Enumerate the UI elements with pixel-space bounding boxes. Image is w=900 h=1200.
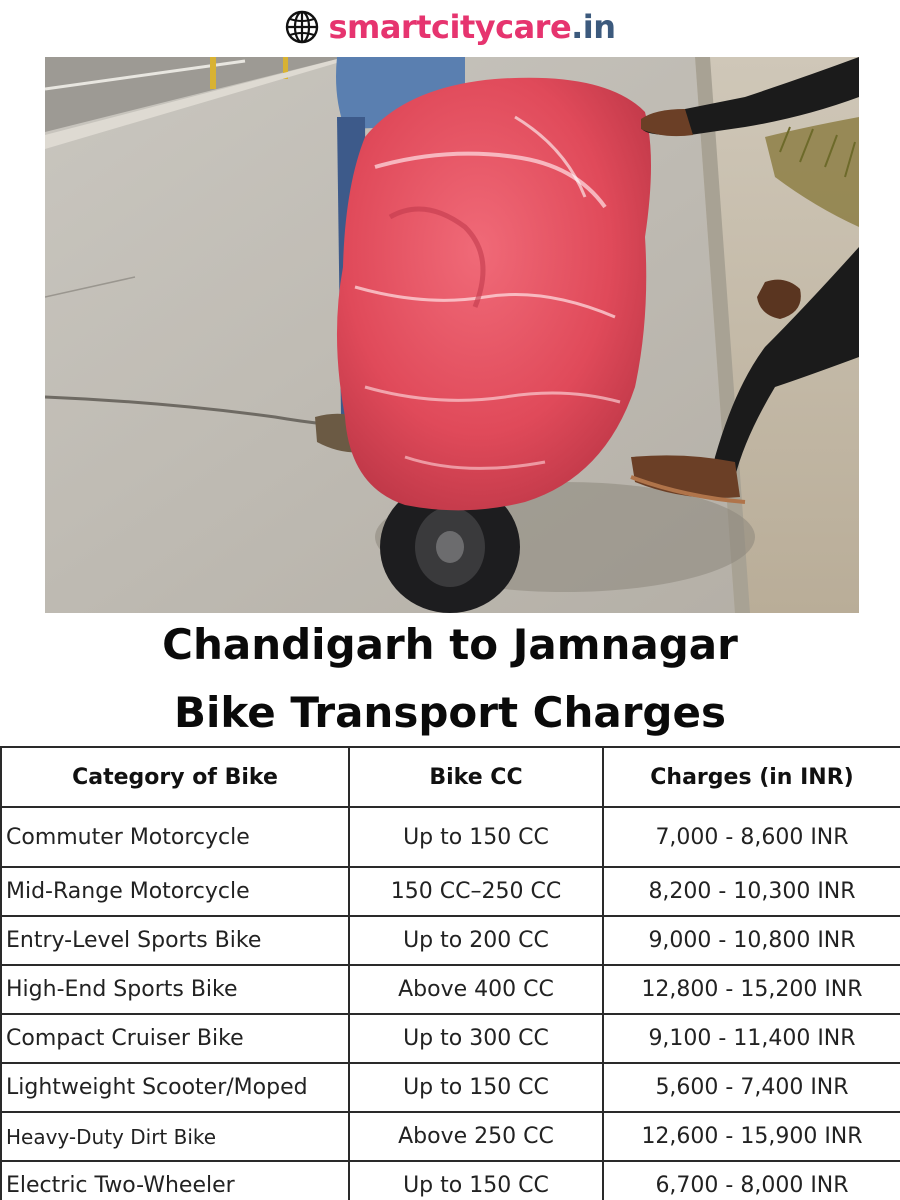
table-row: Heavy-Duty Dirt Bike Above 250 CC 12,600… <box>0 1111 900 1162</box>
table-header-row: Category of Bike Bike CC Charges (in INR… <box>0 746 900 808</box>
row-charges: 6,700 - 8,000 INR <box>602 1160 900 1200</box>
brand-name: smartcitycare <box>328 8 572 46</box>
site-brand[interactable]: smartcitycare.in <box>0 6 900 48</box>
brand-tld: .in <box>571 8 616 46</box>
row-cc: Up to 150 CC <box>348 806 604 868</box>
title-line-subject: Bike Transport Charges <box>174 688 726 737</box>
row-charges: 5,600 - 7,400 INR <box>602 1062 900 1113</box>
row-charges: 12,600 - 15,900 INR <box>602 1111 900 1162</box>
row-cc: Up to 150 CC <box>348 1062 604 1113</box>
table-row: Mid-Range Motorcycle 150 CC–250 CC 8,200… <box>0 866 900 917</box>
scooter-wrapped-photo <box>45 57 859 613</box>
table-row: Lightweight Scooter/Moped Up to 150 CC 5… <box>0 1062 900 1113</box>
column-header-category: Category of Bike <box>0 746 350 808</box>
title-line-route: Chandigarh to Jamnagar <box>162 620 738 669</box>
row-cc: Up to 300 CC <box>348 1013 604 1064</box>
globe-icon <box>286 10 319 44</box>
table-row: Entry-Level Sports Bike Up to 200 CC 9,0… <box>0 915 900 966</box>
table-row: High-End Sports Bike Above 400 CC 12,800… <box>0 964 900 1015</box>
brand-wordmark: smartcitycare.in <box>328 8 616 46</box>
charges-table: Category of Bike Bike CC Charges (in INR… <box>0 746 900 1200</box>
table-row: Compact Cruiser Bike Up to 300 CC 9,100 … <box>0 1013 900 1064</box>
row-cc: Up to 150 CC <box>348 1160 604 1200</box>
row-cc: Above 250 CC <box>348 1111 604 1162</box>
row-charges: 7,000 - 8,600 INR <box>602 806 900 868</box>
row-category: Entry-Level Sports Bike <box>0 915 350 966</box>
row-category: Compact Cruiser Bike <box>0 1013 350 1064</box>
column-header-cc: Bike CC <box>348 746 604 808</box>
row-category: Heavy-Duty Dirt Bike <box>0 1111 350 1162</box>
row-category: Electric Two-Wheeler <box>0 1160 350 1200</box>
page-title: Chandigarh to Jamnagar Bike Transport Ch… <box>0 622 900 736</box>
row-cc: Up to 200 CC <box>348 915 604 966</box>
row-charges: 12,800 - 15,200 INR <box>602 964 900 1015</box>
row-category: Commuter Motorcycle <box>0 806 350 868</box>
row-charges: 8,200 - 10,300 INR <box>602 866 900 917</box>
row-charges: 9,000 - 10,800 INR <box>602 915 900 966</box>
column-header-charges: Charges (in INR) <box>602 746 900 808</box>
row-cc: 150 CC–250 CC <box>348 866 604 917</box>
row-category: High-End Sports Bike <box>0 964 350 1015</box>
table-row: Commuter Motorcycle Up to 150 CC 7,000 -… <box>0 806 900 868</box>
table-row: Electric Two-Wheeler Up to 150 CC 6,700 … <box>0 1160 900 1200</box>
row-charges: 9,100 - 11,400 INR <box>602 1013 900 1064</box>
row-cc: Above 400 CC <box>348 964 604 1015</box>
row-category: Mid-Range Motorcycle <box>0 866 350 917</box>
row-category: Lightweight Scooter/Moped <box>0 1062 350 1113</box>
